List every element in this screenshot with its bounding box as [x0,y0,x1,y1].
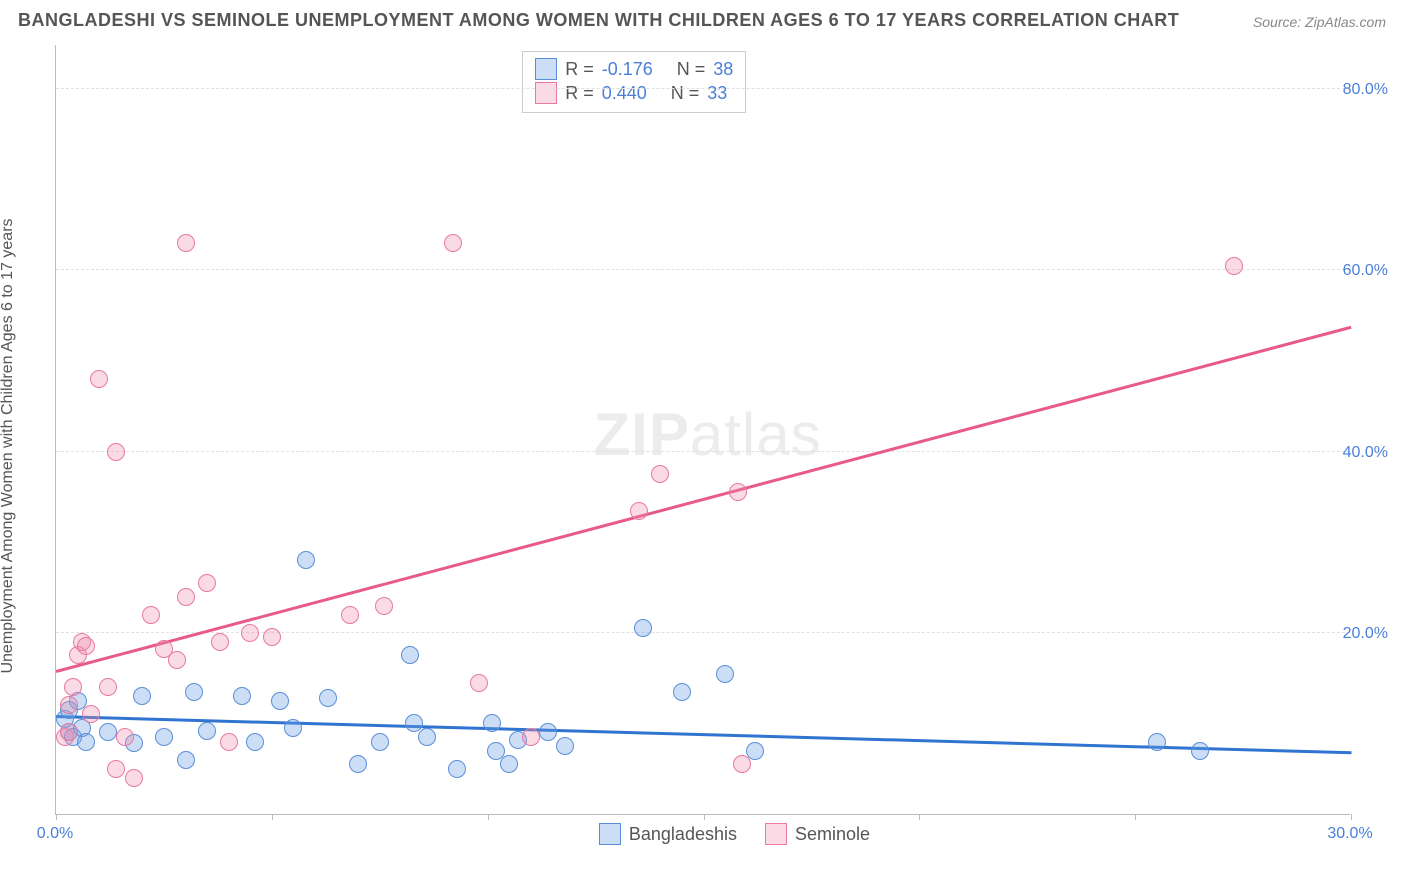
source-label: Source: ZipAtlas.com [1253,14,1386,30]
data-point [177,234,195,252]
correlation-row: R = 0.440 N = 33 [535,82,733,104]
data-point [90,370,108,388]
data-point [99,723,117,741]
data-point [263,628,281,646]
data-point [77,733,95,751]
stat-label: N = [671,83,700,104]
legend-swatch [535,58,557,80]
data-point [634,619,652,637]
watermark: ZIPatlas [594,400,822,469]
data-point [1225,257,1243,275]
data-point [185,683,203,701]
data-point [64,678,82,696]
data-point [500,755,518,773]
data-point [198,574,216,592]
series-legend: Bangladeshis Seminole [599,823,870,845]
x-tick [488,814,489,820]
y-tick-label: 40.0% [1343,444,1388,462]
y-tick-label: 20.0% [1343,625,1388,643]
data-point [470,674,488,692]
data-point [198,722,216,740]
data-point [1148,733,1166,751]
data-point [716,665,734,683]
data-point [556,737,574,755]
data-point [77,637,95,655]
data-point [371,733,389,751]
stat-label: R = [565,59,594,80]
legend-label: Seminole [795,824,870,845]
data-point [349,755,367,773]
data-point [319,689,337,707]
data-point [729,483,747,501]
data-point [177,751,195,769]
r-value: 0.440 [602,83,647,104]
data-point [271,692,289,710]
data-point [539,723,557,741]
y-tick-label: 80.0% [1343,81,1388,99]
data-point [107,443,125,461]
chart-plot-area: ZIPatlas R =-0.176N =38R =0.440N =33 [55,45,1350,815]
data-point [651,465,669,483]
data-point [125,769,143,787]
legend-item: Bangladeshis [599,823,737,845]
legend-swatch [599,823,621,845]
x-tick [1135,814,1136,820]
data-point [448,760,466,778]
data-point [522,728,540,746]
data-point [82,705,100,723]
legend-label: Bangladeshis [629,824,737,845]
data-point [142,606,160,624]
data-point [401,646,419,664]
data-point [630,502,648,520]
trend-line [56,326,1352,673]
x-tick-label: 0.0% [37,825,73,843]
data-point [246,733,264,751]
correlation-legend: R =-0.176N =38R =0.440N =33 [522,51,746,113]
x-tick [704,814,705,820]
data-point [233,687,251,705]
n-value: 38 [713,59,733,80]
data-point [1191,742,1209,760]
data-point [733,755,751,773]
correlation-row: R = -0.176 N = 38 [535,58,733,80]
data-point [418,728,436,746]
x-tick [1351,814,1352,820]
stat-label: R = [565,83,594,104]
chart-title: BANGLADESHI VS SEMINOLE UNEMPLOYMENT AMO… [18,10,1179,31]
r-value: -0.176 [602,59,653,80]
data-point [133,687,151,705]
gridline [56,88,1350,89]
data-point [284,719,302,737]
data-point [211,633,229,651]
data-point [116,728,134,746]
data-point [60,723,78,741]
data-point [107,760,125,778]
stat-label: N = [677,59,706,80]
data-point [673,683,691,701]
x-tick [56,814,57,820]
gridline [56,451,1350,452]
gridline [56,269,1350,270]
x-tick [919,814,920,820]
data-point [177,588,195,606]
data-point [746,742,764,760]
data-point [220,733,238,751]
data-point [155,728,173,746]
x-tick [272,814,273,820]
data-point [375,597,393,615]
x-tick-label: 30.0% [1327,825,1372,843]
data-point [241,624,259,642]
n-value: 33 [707,83,727,104]
legend-item: Seminole [765,823,870,845]
data-point [341,606,359,624]
legend-swatch [535,82,557,104]
data-point [168,651,186,669]
data-point [444,234,462,252]
y-tick-label: 60.0% [1343,262,1388,280]
data-point [60,696,78,714]
legend-swatch [765,823,787,845]
data-point [483,714,501,732]
data-point [297,551,315,569]
data-point [99,678,117,696]
